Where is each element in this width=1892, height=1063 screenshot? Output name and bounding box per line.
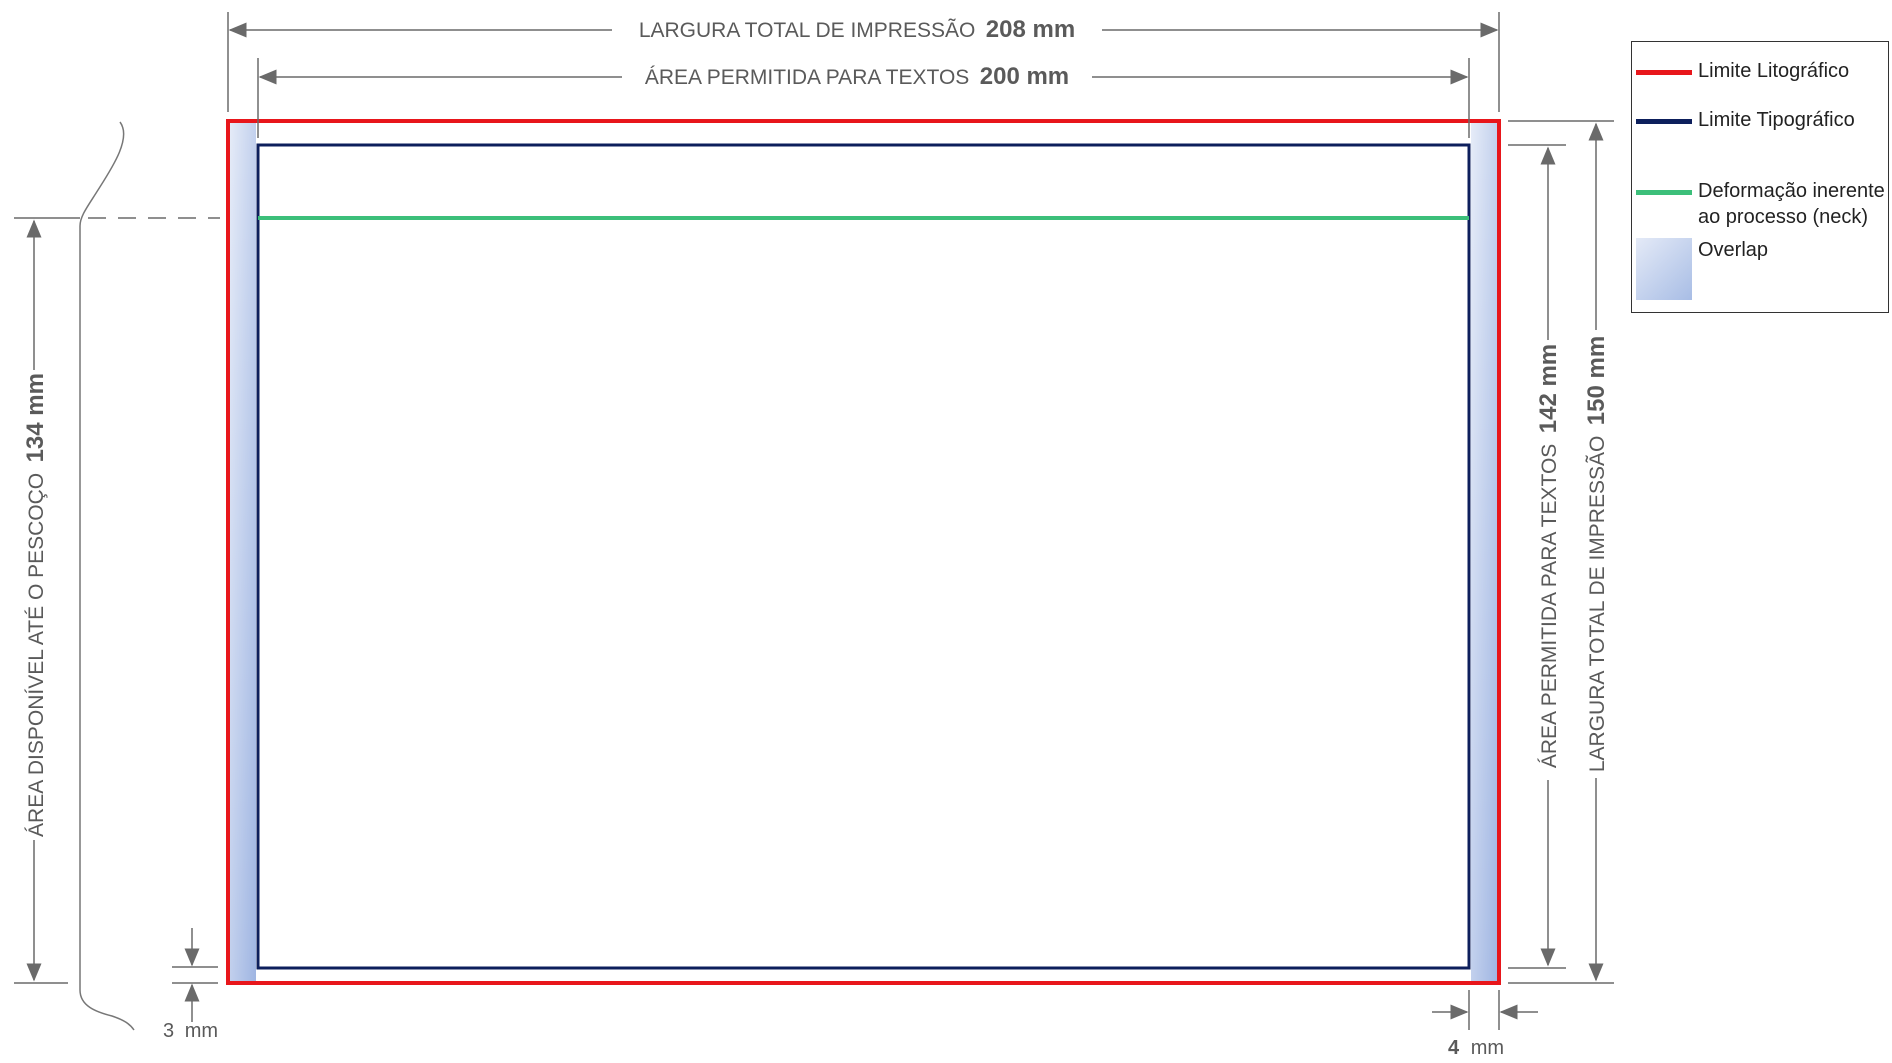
legend-label-overlap: Overlap (1698, 239, 1769, 261)
svg-text:4 mm: 4 mm (1448, 1037, 1504, 1059)
neck-swatch (1636, 190, 1692, 195)
litho-swatch (1636, 70, 1692, 75)
legend-label-litho: Limite Litográfico (1698, 60, 1850, 82)
svg-text:ÁREA PERMITIDA PARA TEXTOS: ÁREA PERMITIDA PARA TEXTOS 142 mm (1535, 344, 1562, 768)
bottom-left-gap-unit: mm (185, 1020, 218, 1042)
bottom-left-gap-number: 3 (163, 1020, 174, 1042)
bottom-right-gap-number: 4 (1448, 1037, 1460, 1059)
svg-text:LARGURA TOTAL DE IMPRESSÃO: LARGURA TOTAL DE IMPRESSÃO 208 mm (639, 16, 1075, 43)
svg-text:ÁREA PERMITIDA PARA TEXTOS: ÁREA PERMITIDA PARA TEXTOS 200 mm (645, 63, 1069, 90)
right-total-value: 150 mm (1583, 336, 1610, 425)
left-neck-dimension: ÁREA DISPONÍVEL ATÉ O PESCOÇO 134 mm (14, 121, 220, 1031)
right-text-area-label: ÁREA PERMITIDA PARA TEXTOS (1538, 444, 1561, 768)
svg-text:LARGURA TOTAL DE IMPRESSÃO: LARGURA TOTAL DE IMPRESSÃO 150 mm (1583, 336, 1610, 772)
top-text-area-value: 200 mm (980, 63, 1069, 90)
legend: Limite Litográfico Limite Tipográfico De… (1631, 41, 1889, 313)
svg-text:3 mm: 3 mm (163, 1020, 218, 1042)
left-neck-label: ÁREA DISPONÍVEL ATÉ O PESCOÇO (25, 473, 48, 837)
typo-limit-rect (256, 143, 1471, 970)
bottom-right-gap-dimension: 4 mm (1432, 990, 1538, 1059)
left-neck-value: 134 mm (22, 373, 49, 462)
bottom-right-gap-unit: mm (1471, 1037, 1504, 1059)
top-text-area-label: ÁREA PERMITIDA PARA TEXTOS (645, 66, 969, 89)
right-text-area-dimension: ÁREA PERMITIDA PARA TEXTOS 142 mm (1508, 144, 1566, 969)
top-text-area-dimension: ÁREA PERMITIDA PARA TEXTOS 200 mm (257, 58, 1470, 138)
legend-label-neck: Deformação inerente ao processo (neck) (1698, 180, 1885, 228)
overlap-left-strip (229, 122, 256, 982)
typo-swatch (1636, 119, 1692, 124)
right-total-label: LARGURA TOTAL DE IMPRESSÃO (1585, 436, 1609, 772)
overlap-right-strip (1471, 122, 1498, 982)
litho-limit-rect (226, 119, 1501, 985)
legend-label-typo: Limite Tipográfico (1698, 109, 1855, 131)
right-text-area-value: 142 mm (1535, 344, 1562, 433)
svg-text:ÁREA DISPONÍVEL ATÉ O PESCOÇO: ÁREA DISPONÍVEL ATÉ O PESCOÇO 134 mm (22, 373, 49, 837)
top-total-dimension: LARGURA TOTAL DE IMPRESSÃO 208 mm (227, 12, 1500, 112)
overlap-swatch (1636, 238, 1692, 300)
top-total-value: 208 mm (986, 16, 1075, 43)
bottle-outline (79, 121, 135, 1031)
right-total-dimension: LARGURA TOTAL DE IMPRESSÃO 150 mm (1508, 120, 1614, 984)
bottom-left-gap-dimension: 3 mm (163, 928, 218, 1042)
top-total-label: LARGURA TOTAL DE IMPRESSÃO (639, 18, 975, 42)
